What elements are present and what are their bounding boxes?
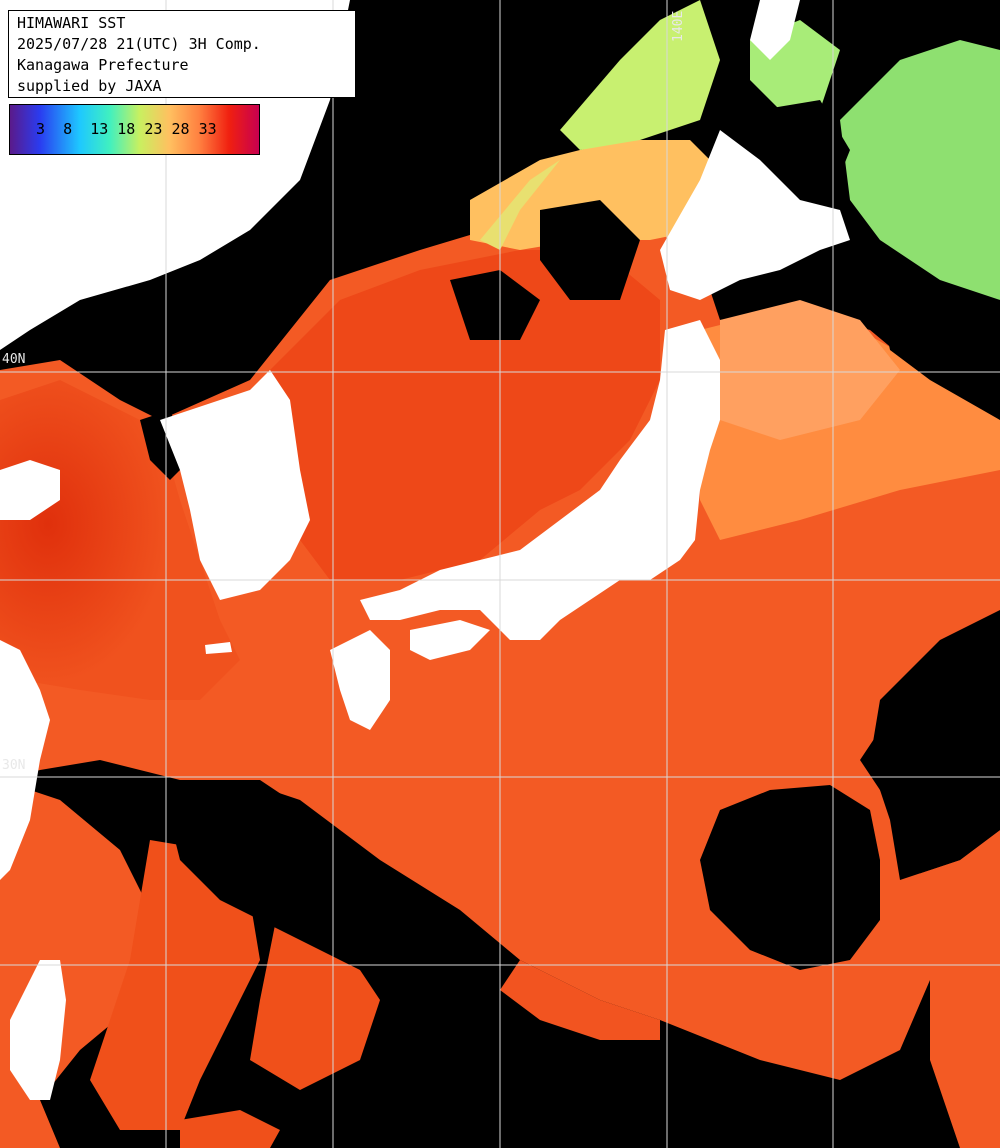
land-kyushu	[330, 630, 390, 730]
scale-tick: 33	[198, 120, 217, 138]
sea-south-4	[500, 960, 660, 1040]
source-line: supplied by JAXA	[17, 77, 162, 95]
scale-tick-labels: 3 8 13 18 23 28 33	[36, 120, 217, 138]
region-line: Kanagawa Prefecture	[17, 56, 189, 74]
sea-southeast	[900, 830, 1000, 1148]
cloud-east	[870, 610, 1000, 880]
sea-bottom-strip	[180, 1110, 280, 1148]
color-scale-legend: 3 8 13 18 23 28 33	[9, 104, 260, 155]
cloud-north-2	[540, 200, 640, 300]
lat-label-40n: 40N	[2, 352, 26, 367]
land-hokkaido	[660, 130, 850, 300]
datetime-line: 2025/07/28 21(UTC) 3H Comp.	[17, 35, 261, 53]
lon-label-140e: 140E	[671, 10, 686, 42]
sea-hot-west	[0, 380, 240, 700]
scale-tick: 8	[63, 120, 73, 138]
sea-south-2	[90, 840, 260, 1130]
sea-cool-north	[470, 140, 720, 250]
land-shikoku	[410, 620, 490, 660]
scale-tick: 23	[144, 120, 163, 138]
typhoon-cloud	[700, 785, 880, 970]
land-honshu	[360, 320, 720, 640]
sea-cold-ne	[840, 40, 1000, 300]
sea-mild-ne	[720, 300, 900, 440]
scale-tick: 28	[171, 120, 190, 138]
title-box: HIMAWARI SST 2025/07/28 21(UTC) 3H Comp.…	[8, 10, 356, 98]
land-sakhalin	[750, 0, 800, 60]
land-china-north	[0, 460, 60, 520]
land-korea	[160, 370, 310, 600]
scale-tick: 13	[90, 120, 109, 138]
sea-cold-top	[560, 0, 720, 150]
cloud-band-south	[160, 780, 480, 1000]
sea-japan	[270, 250, 660, 580]
lat-label-30n: 30N	[2, 758, 26, 773]
cloud-north-1	[450, 270, 540, 340]
scale-tick: 3	[36, 120, 46, 138]
land-jeju	[205, 642, 232, 654]
land-taiwan	[10, 960, 66, 1100]
land-china	[0, 640, 50, 880]
scale-tick: 18	[117, 120, 136, 138]
cloud-north-3	[760, 100, 850, 200]
sea-south-3	[250, 900, 380, 1090]
cloud-ne-east	[880, 290, 1000, 420]
title-line: HIMAWARI SST	[17, 14, 126, 32]
